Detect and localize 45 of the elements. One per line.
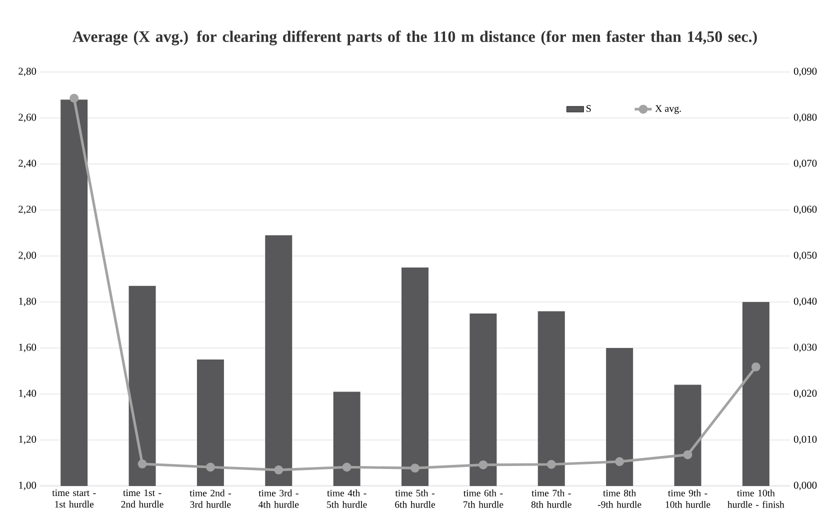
point — [274, 465, 284, 474]
x-tick-label: time 10th hurdle - finish — [728, 490, 784, 508]
y2-tick-label: 0,070 — [794, 160, 817, 168]
x-tick-label: time 2nd - 3rd hurdle — [190, 490, 231, 508]
point — [615, 457, 624, 466]
y-tick-label: 2,20 — [18, 206, 36, 214]
y-tick-label: 1,40 — [19, 390, 36, 398]
point — [410, 464, 420, 473]
y-tick-label: 1,20 — [19, 436, 36, 444]
y2-tick-label: 0,080 — [794, 114, 817, 122]
y2-tick-label: 0,010 — [794, 436, 817, 444]
x-tick-label: time 6th - 7th hurdle — [463, 490, 504, 508]
point — [342, 462, 352, 472]
x-tick-label: time 9th - 10th hurdle — [666, 490, 710, 508]
y2-tick-label: 0,050 — [794, 252, 817, 260]
y2-tick-label: 0,030 — [794, 344, 817, 352]
y-tick-label: 2,60 — [18, 114, 36, 122]
chart-title: Average (X avg.) for clearing different parts of the 110 m distance (for men faster than 14,50 sec.) — [72, 30, 757, 46]
y2-tick-label: 0,040 — [794, 298, 817, 306]
y-tick-label: 2,40 — [18, 160, 36, 168]
y2-tick-label: 0,020 — [794, 390, 817, 398]
y-tick-label: 2,80 — [18, 68, 36, 76]
point — [546, 460, 556, 469]
point — [751, 362, 760, 372]
x-tick-label: time 8th -9th hurdle — [598, 490, 642, 508]
point — [478, 460, 488, 470]
x-tick-label: time 1st - 2nd hurdle — [121, 490, 164, 508]
point — [683, 450, 692, 460]
point — [206, 462, 215, 472]
point — [138, 459, 147, 468]
x-tick-label: time 4th - 5th hurdle — [327, 490, 367, 508]
y-tick-label: 1,80 — [19, 298, 36, 306]
y2-tick-label: 0,090 — [794, 68, 817, 76]
y2-tick-label: 0,000 — [794, 482, 817, 490]
legend-label: S — [586, 105, 591, 112]
x-tick-label: time start - 1st hurdle — [52, 490, 96, 508]
y2-tick-label: 0,060 — [794, 206, 817, 214]
point — [70, 94, 79, 103]
x-tick-label: time 7th - 8th hurdle — [531, 490, 572, 508]
legend-label: X avg. — [655, 105, 681, 114]
x-tick-label: time 3rd - 4th hurdle — [258, 490, 299, 508]
x-tick-label: time 5th - 6th hurdle — [395, 490, 436, 508]
y-tick-label: 1,00 — [19, 482, 36, 490]
y-tick-label: 2,00 — [18, 252, 36, 260]
y-tick-label: 1,60 — [19, 344, 36, 352]
